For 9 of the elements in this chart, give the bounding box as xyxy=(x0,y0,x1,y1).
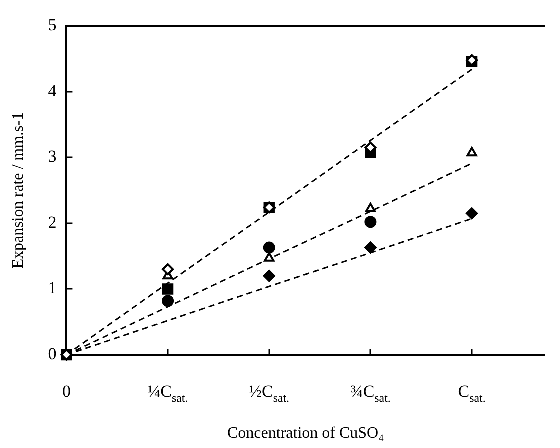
x-axis-title: Concentration of CuSO₄ xyxy=(228,425,385,442)
y-axis-title: Expansion rate / mm.s-1 xyxy=(10,112,27,269)
y-tick-label: 3 xyxy=(48,147,57,166)
x-tick-label: 0 xyxy=(62,382,71,401)
y-tick-label: 1 xyxy=(48,278,57,298)
y-tick-label: 2 xyxy=(48,212,57,232)
y-tick-label: 4 xyxy=(48,81,58,100)
y-tick-label: 0 xyxy=(48,344,57,364)
y-tick-label: 5 xyxy=(48,16,57,35)
